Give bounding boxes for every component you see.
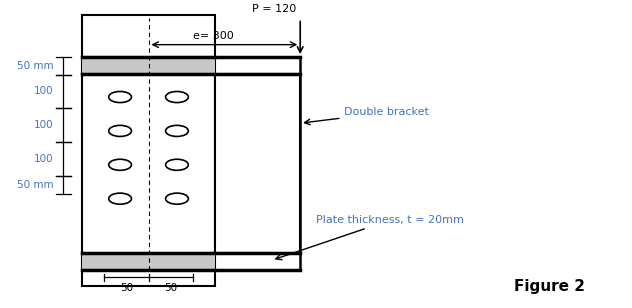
Circle shape [166, 91, 188, 103]
Circle shape [109, 193, 131, 204]
Text: 50 mm: 50 mm [17, 61, 54, 71]
Text: Double bracket: Double bracket [305, 107, 429, 125]
Circle shape [109, 159, 131, 170]
Circle shape [109, 91, 131, 103]
Text: Figure 2: Figure 2 [514, 279, 585, 294]
Text: 50: 50 [164, 283, 177, 293]
Bar [215, 74, 300, 253]
Text: 100: 100 [34, 154, 54, 164]
Bar [82, 253, 215, 270]
Text: 50: 50 [120, 283, 133, 293]
Bar [82, 57, 215, 74]
Bar [82, 15, 215, 286]
Text: P = 120: P = 120 [252, 4, 296, 14]
Circle shape [166, 159, 188, 170]
Text: 50 mm: 50 mm [17, 180, 54, 190]
Text: e= 300: e= 300 [193, 31, 233, 41]
Circle shape [109, 125, 131, 136]
Text: 100: 100 [34, 120, 54, 130]
Text: 100: 100 [34, 87, 54, 96]
Text: Plate thickness, t = 20mm: Plate thickness, t = 20mm [276, 215, 464, 260]
Circle shape [166, 125, 188, 136]
Circle shape [166, 193, 188, 204]
